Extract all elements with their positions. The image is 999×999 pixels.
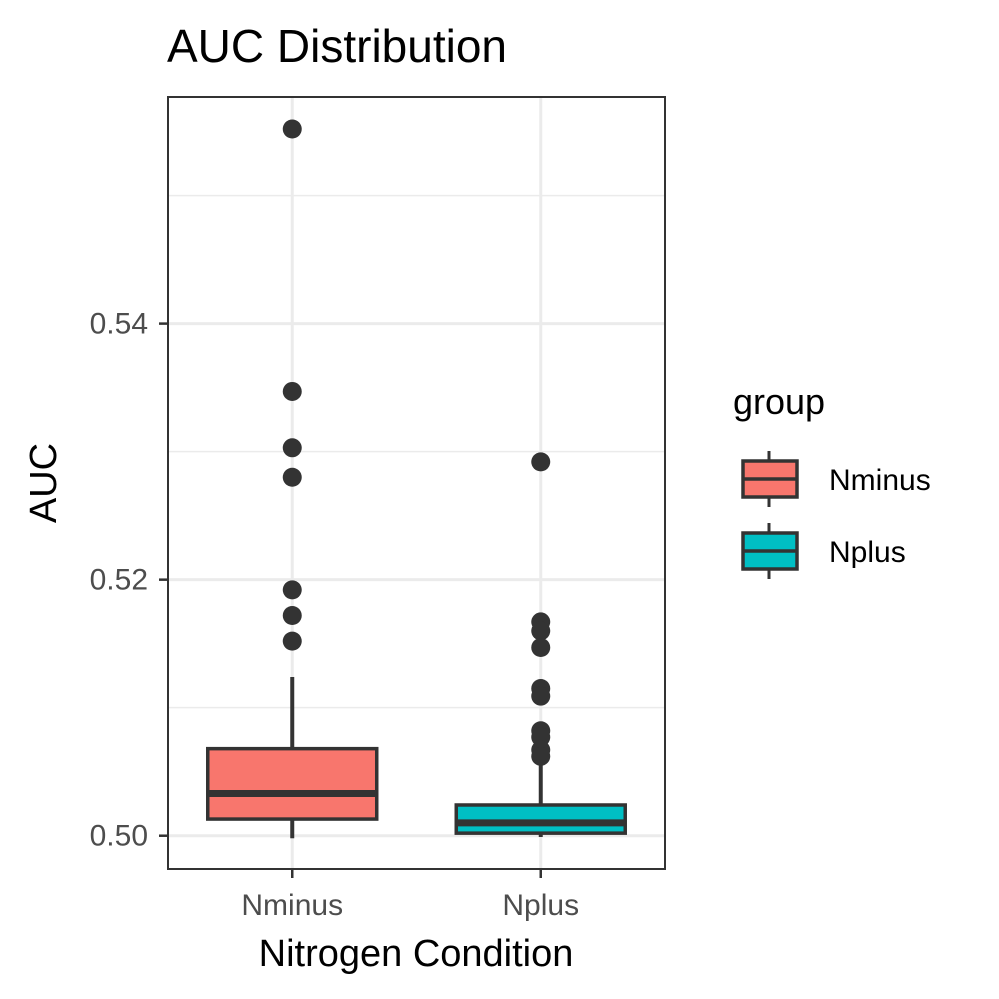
outlier-point bbox=[282, 119, 302, 139]
y-axis: 0.50 0.52 0.54 bbox=[90, 308, 168, 853]
outlier-point bbox=[282, 580, 302, 600]
outlier-point bbox=[282, 381, 302, 401]
outlier-point bbox=[282, 467, 302, 487]
outlier-point bbox=[531, 746, 551, 766]
y-tick-label: 0.54 bbox=[90, 308, 148, 341]
legend-label: Nplus bbox=[829, 536, 906, 569]
legend-title: group bbox=[733, 381, 825, 422]
outlier-point bbox=[282, 606, 302, 626]
x-tick-label: Nplus bbox=[502, 889, 579, 922]
iqr-box bbox=[206, 746, 379, 821]
y-axis-title: AUC bbox=[23, 443, 65, 523]
panel-border bbox=[167, 96, 666, 870]
y-tick-label: 0.52 bbox=[90, 564, 148, 597]
outlier-point bbox=[531, 621, 551, 641]
legend-label: Nminus bbox=[829, 464, 931, 497]
outlier-point bbox=[282, 438, 302, 458]
legend: group Nminus Nplus bbox=[733, 381, 931, 579]
iqr-box bbox=[454, 803, 627, 835]
outlier-point bbox=[531, 686, 551, 706]
box-Nplus bbox=[454, 452, 627, 837]
outlier-point bbox=[282, 631, 302, 651]
x-tick-label: Nminus bbox=[241, 889, 343, 922]
x-axis: Nminus Nplus bbox=[241, 869, 579, 922]
chart-title: AUC Distribution bbox=[167, 20, 507, 72]
outlier-point bbox=[531, 452, 551, 472]
y-tick-label: 0.50 bbox=[90, 820, 148, 853]
x-axis-title: Nitrogen Condition bbox=[259, 933, 574, 975]
panel-grid bbox=[168, 97, 665, 869]
boxes bbox=[206, 119, 627, 839]
outlier-point bbox=[531, 638, 551, 658]
panel-background bbox=[168, 97, 665, 869]
box-Nminus bbox=[206, 119, 379, 839]
legend-entry-Nplus: Nplus bbox=[741, 523, 906, 579]
legend-entry-Nminus: Nminus bbox=[741, 451, 931, 507]
